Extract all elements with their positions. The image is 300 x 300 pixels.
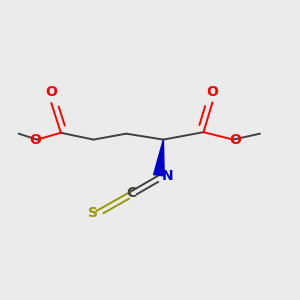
Text: N: N	[162, 169, 174, 183]
Text: O: O	[229, 133, 241, 147]
Polygon shape	[154, 140, 164, 176]
Text: O: O	[206, 85, 218, 99]
Text: S: S	[88, 206, 98, 220]
Text: O: O	[30, 133, 41, 147]
Text: O: O	[45, 85, 57, 100]
Text: C: C	[126, 185, 137, 200]
